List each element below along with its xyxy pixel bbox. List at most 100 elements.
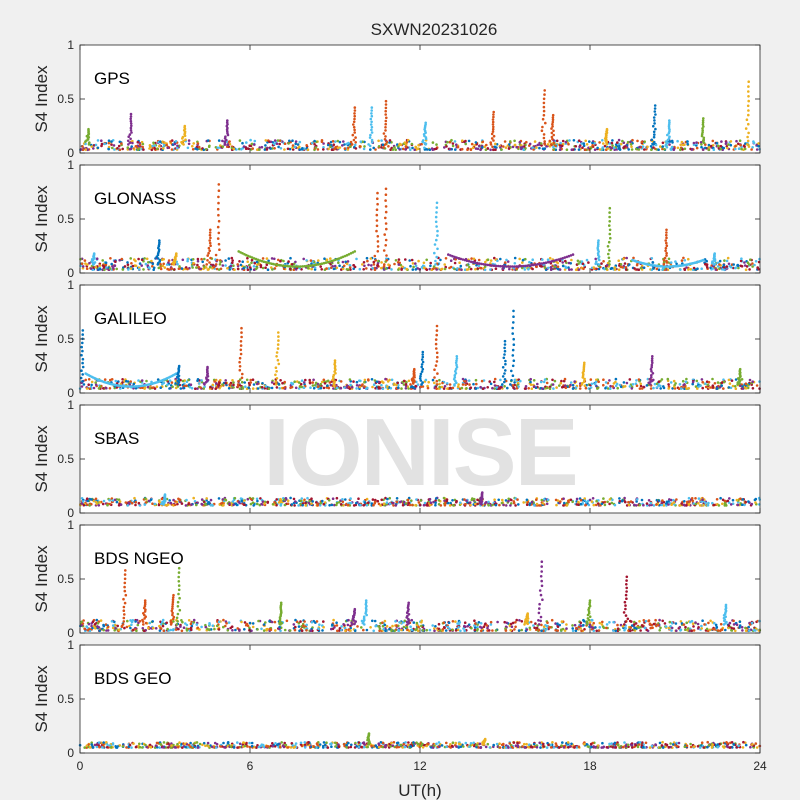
data-point <box>291 265 295 268</box>
data-point <box>570 148 574 151</box>
data-point <box>491 120 495 124</box>
data-point <box>652 135 656 139</box>
data-point <box>755 384 759 387</box>
data-point <box>240 331 243 334</box>
data-point <box>367 143 370 146</box>
data-point <box>531 146 534 149</box>
data-point <box>455 143 458 146</box>
data-point <box>384 216 387 220</box>
data-point <box>562 504 565 507</box>
data-point <box>369 123 373 126</box>
data-point <box>600 502 604 506</box>
data-point <box>337 261 340 265</box>
data-point <box>359 140 363 143</box>
data-point <box>221 264 225 267</box>
data-point <box>543 140 546 143</box>
data-point <box>434 342 438 346</box>
data-point <box>129 122 133 125</box>
panel-label: SBAS <box>94 429 139 448</box>
data-point <box>685 387 688 390</box>
data-point <box>352 125 356 129</box>
data-point <box>706 266 709 269</box>
data-point <box>464 139 467 143</box>
data-point <box>80 385 84 388</box>
data-point <box>374 148 377 151</box>
data-point <box>332 143 336 146</box>
data-point <box>445 499 449 503</box>
data-point <box>111 499 114 502</box>
data-point <box>671 387 674 390</box>
data-point <box>701 119 705 122</box>
data-point <box>352 264 356 267</box>
data-point <box>265 257 269 260</box>
data-point <box>616 386 619 390</box>
data-point <box>355 380 359 384</box>
data-point <box>438 385 442 389</box>
data-point <box>466 148 469 151</box>
data-point <box>386 385 389 388</box>
data-point <box>336 139 340 143</box>
data-point <box>194 387 197 391</box>
spike <box>602 127 609 146</box>
data-point <box>126 263 130 267</box>
data-point <box>277 335 280 338</box>
spike <box>367 106 374 146</box>
data-point <box>183 124 187 128</box>
data-point <box>743 147 747 151</box>
data-point <box>191 144 194 148</box>
data-point <box>691 147 694 151</box>
arc-track <box>631 258 705 268</box>
data-point <box>251 501 255 505</box>
data-point <box>542 101 546 105</box>
data-point <box>207 501 211 504</box>
data-point <box>691 382 694 386</box>
data-point <box>574 386 578 389</box>
data-point <box>597 267 601 271</box>
data-point <box>687 268 690 271</box>
data-point <box>524 257 527 261</box>
data-point <box>87 383 90 387</box>
data-point <box>275 498 279 501</box>
data-point <box>504 362 507 366</box>
data-point <box>672 498 675 502</box>
data-point <box>435 206 439 209</box>
data-point <box>81 357 85 361</box>
data-point <box>401 147 405 151</box>
data-point <box>277 145 280 149</box>
data-point <box>434 338 438 341</box>
data-point <box>232 386 235 389</box>
data-point <box>372 263 376 266</box>
data-point <box>587 387 591 390</box>
data-point <box>515 618 518 622</box>
data-point <box>509 140 512 143</box>
data-point <box>153 502 157 506</box>
data-point <box>141 142 145 146</box>
data-point <box>618 497 621 500</box>
data-point <box>358 267 362 271</box>
data-point <box>732 263 735 266</box>
data-point <box>353 128 356 132</box>
data-point <box>353 117 356 121</box>
data-point <box>351 133 355 137</box>
data-point <box>552 129 555 133</box>
data-point <box>453 261 457 265</box>
data-point <box>606 387 610 390</box>
data-point <box>300 497 304 500</box>
data-point <box>129 117 132 121</box>
data-point <box>384 113 388 116</box>
data-point <box>588 140 591 143</box>
data-point <box>414 384 418 388</box>
data-point <box>494 148 497 151</box>
data-point <box>117 144 121 148</box>
data-point <box>675 262 678 266</box>
data-point <box>240 148 243 151</box>
data-point <box>85 497 89 501</box>
data-point <box>275 351 279 354</box>
data-point <box>424 121 428 125</box>
data-point <box>553 379 557 383</box>
data-point <box>741 498 744 501</box>
data-point <box>603 503 607 507</box>
data-point <box>522 501 525 504</box>
data-point <box>701 380 704 384</box>
data-point <box>715 141 718 145</box>
